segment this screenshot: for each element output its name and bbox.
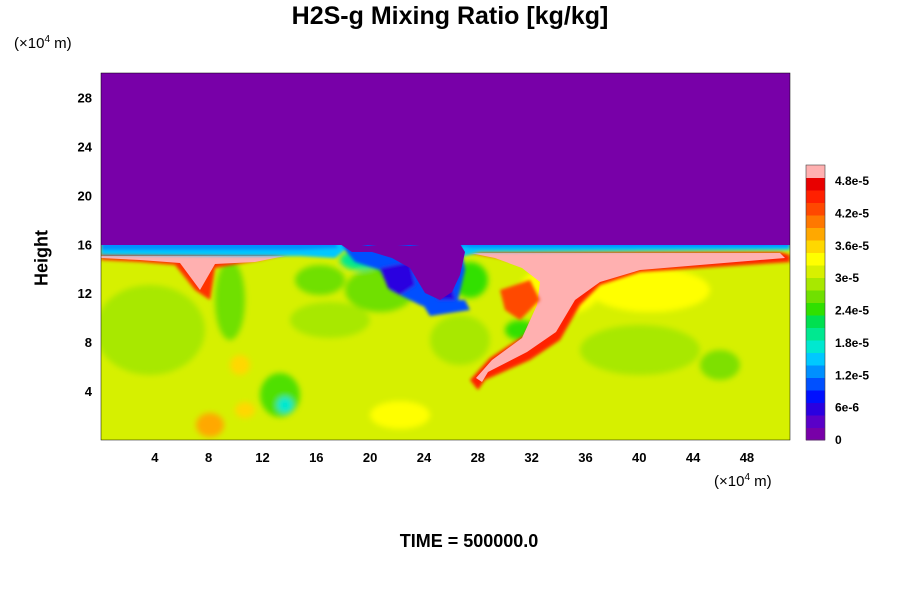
colorbar-segment xyxy=(806,415,825,428)
y-tick-label: 24 xyxy=(78,139,93,154)
colorbar-segment xyxy=(806,215,825,228)
colorbar-segment xyxy=(806,190,825,203)
x-tick-label: 48 xyxy=(740,450,754,465)
x-axis-unit: (×104 m) xyxy=(714,472,772,490)
colorbar-tick-label: 3e-5 xyxy=(835,271,859,285)
x-tick-label: 4 xyxy=(151,450,159,465)
colorbar-tick-label: 6e-6 xyxy=(835,401,859,415)
y-tick-label: 12 xyxy=(78,286,92,301)
time-label: TIME = 500000.0 xyxy=(399,531,539,551)
colorbar-segment xyxy=(806,377,825,391)
colorbar-segment xyxy=(806,340,825,353)
colorbar xyxy=(805,164,826,441)
field-upper-zero-region xyxy=(101,73,790,245)
x-tick-label: 24 xyxy=(417,450,432,465)
y-axis-ticks: 4 8 12 16 20 24 28 xyxy=(78,90,93,399)
colorbar-tick-label: 0 xyxy=(835,433,842,447)
colorbar-segment xyxy=(806,202,825,216)
field-intrusion xyxy=(340,244,465,300)
colorbar-tick-label: 4.2e-5 xyxy=(835,207,869,221)
colorbar-segment xyxy=(806,177,825,191)
colorbar-segment xyxy=(806,265,825,278)
colorbar-segment xyxy=(806,352,825,366)
colorbar-segment xyxy=(806,390,825,403)
colorbar-segment xyxy=(806,277,825,291)
colorbar-segment xyxy=(806,240,825,253)
y-tick-label: 4 xyxy=(85,384,93,399)
x-tick-label: 36 xyxy=(578,450,592,465)
x-tick-label: 20 xyxy=(363,450,377,465)
colorbar-frame xyxy=(805,164,826,441)
x-tick-label: 12 xyxy=(255,450,269,465)
colorbar-segment xyxy=(806,402,825,416)
colorbar-segment xyxy=(806,315,825,328)
colorbar-tick-label: 1.8e-5 xyxy=(835,336,869,350)
x-tick-label: 44 xyxy=(686,450,701,465)
colorbar-segment xyxy=(806,302,825,316)
y-tick-label: 8 xyxy=(85,335,92,350)
y-tick-label: 20 xyxy=(78,188,92,203)
x-axis-ticks: 4 8 12 16 20 24 28 32 36 40 44 48 xyxy=(151,450,754,465)
colorbar-tick-label: 1.2e-5 xyxy=(835,368,869,382)
colorbar-segment xyxy=(806,227,825,241)
colorbar-ticks: 0 6e-6 1.2e-5 1.8e-5 2.4e-5 3e-5 3.6e-5 4.2e-5 4… xyxy=(835,174,869,447)
y-tick-label: 16 xyxy=(78,237,92,252)
x-tick-label: 40 xyxy=(632,450,646,465)
y-tick-label: 28 xyxy=(78,90,92,105)
heatmap-field xyxy=(101,73,790,440)
plot-frame xyxy=(100,72,791,441)
colorbar-tick-label: 2.4e-5 xyxy=(835,304,869,318)
x-tick-label: 8 xyxy=(205,450,212,465)
colorbar-segment xyxy=(806,365,825,378)
x-tick-label: 16 xyxy=(309,450,323,465)
colorbar-segment xyxy=(806,327,825,341)
colorbar-segment xyxy=(806,427,825,441)
colorbar-segment xyxy=(806,165,825,178)
colorbar-tick-label: 3.6e-5 xyxy=(835,239,869,253)
y-axis-unit: (×104 m) xyxy=(14,34,72,52)
x-tick-label: 32 xyxy=(524,450,538,465)
chart-title: H2S-g Mixing Ratio [kg/kg] xyxy=(291,2,609,30)
x-tick-label: 28 xyxy=(471,450,485,465)
colorbar-tick-label: 4.8e-5 xyxy=(835,174,869,188)
colorbar-segment xyxy=(806,290,825,303)
colorbar-segment xyxy=(806,252,825,266)
